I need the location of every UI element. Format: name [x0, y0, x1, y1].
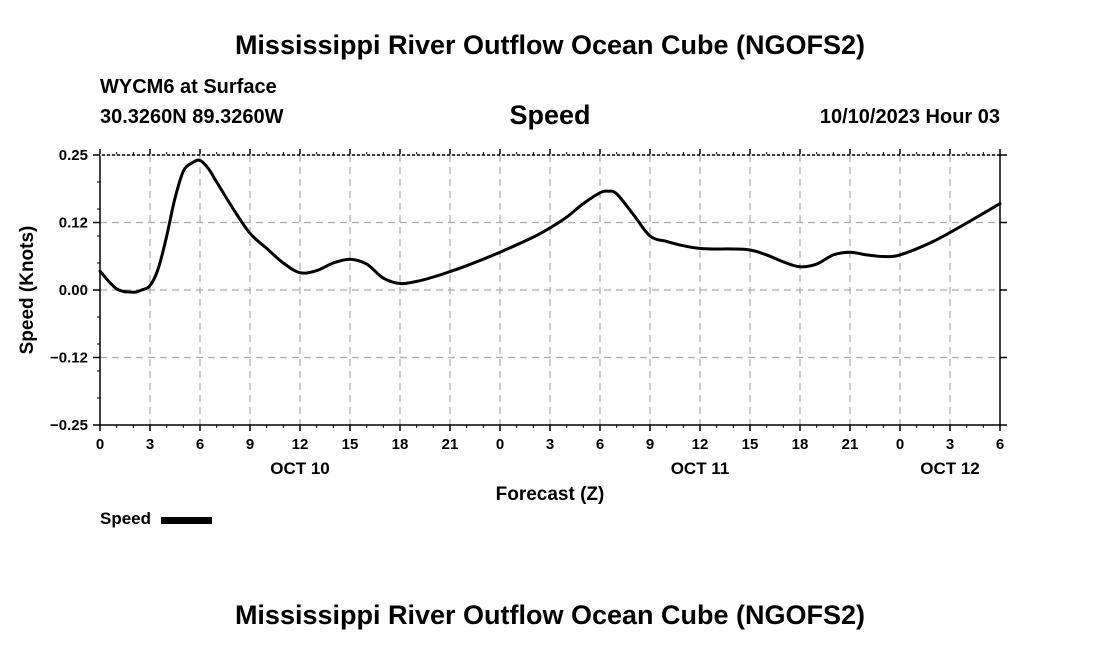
footer-title: Mississippi River Outflow Ocean Cube (NG… [234, 600, 866, 630]
legend-label: Speed [100, 509, 152, 528]
chart-title: Speed [509, 100, 591, 130]
x-tick-label: 12 [692, 436, 709, 453]
x-tick-label: 9 [246, 436, 254, 453]
station-label: WYCM6 at Surface [100, 76, 277, 98]
legend-swatch-speed [161, 517, 212, 524]
x-tick-label: 3 [146, 436, 154, 453]
date-label: OCT 10 [270, 459, 330, 478]
x-tick-label: 6 [996, 436, 1004, 453]
x-axis-label: Forecast (Z) [496, 484, 605, 505]
x-tick-label: 6 [196, 436, 204, 453]
y-axis-label: Speed (Knots) [17, 226, 38, 355]
x-tick-label: 21 [442, 436, 459, 453]
page-title: Mississippi River Outflow Ocean Cube (NG… [234, 30, 866, 60]
x-tick-label: 21 [842, 436, 859, 453]
grid-lines [100, 155, 1000, 425]
x-tick-label: 15 [742, 436, 759, 453]
date-label: OCT 11 [671, 459, 730, 478]
x-tick-label: 18 [392, 436, 409, 453]
series-line-speed [98, 158, 1002, 294]
x-tick-label: 15 [342, 436, 359, 453]
y-tick-label: 0.12 [59, 215, 88, 232]
x-tick-label: 0 [96, 436, 104, 453]
x-tick-label: 12 [292, 436, 309, 453]
axis-ticks [93, 149, 1007, 431]
x-tick-label: 3 [546, 436, 554, 453]
y-tick-label: 0.00 [59, 282, 88, 299]
y-tick-label: −0.25 [50, 417, 88, 434]
tick-labels: 0 3 6 9 12 15 18 21 0 3 6 9 12 15 18 21 0 3 6 OCT 10 OCT 11 O… [50, 147, 1004, 478]
y-tick-label: −0.12 [50, 350, 88, 367]
x-tick-label: 0 [896, 436, 904, 453]
x-tick-label: 6 [596, 436, 604, 453]
x-tick-label: 0 [496, 436, 504, 453]
y-tick-label: 0.25 [59, 147, 88, 164]
forecast-timestamp: 10/10/2023 Hour 03 [819, 106, 1000, 128]
x-tick-label: 18 [792, 436, 809, 453]
x-tick-label: 3 [946, 436, 954, 453]
date-label: OCT 12 [920, 459, 980, 478]
station-coordinates: 30.3260N 89.3260W [100, 106, 284, 128]
x-tick-label: 9 [646, 436, 654, 453]
